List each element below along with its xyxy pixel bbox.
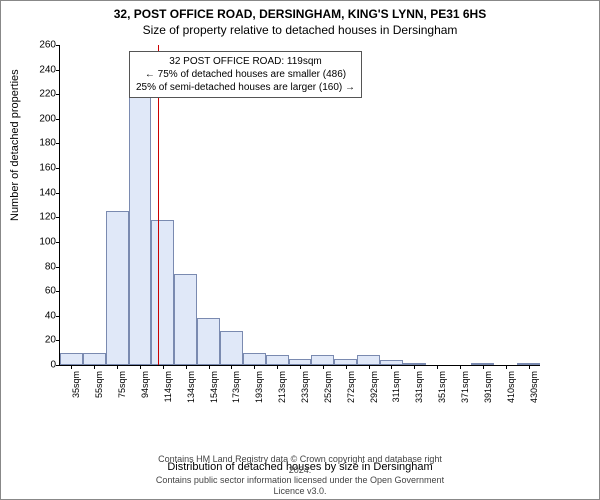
xtick-label: 114sqm: [163, 371, 173, 411]
annotation-box: 32 POST OFFICE ROAD: 119sqm ← 75% of det…: [129, 51, 362, 98]
xtick-mark: [369, 365, 370, 369]
ytick-mark: [56, 291, 60, 292]
ytick-label: 120: [32, 212, 56, 223]
ytick-label: 200: [32, 113, 56, 124]
xtick-label: 252sqm: [323, 371, 333, 411]
histogram-bar: [266, 355, 289, 365]
title-main: 32, POST OFFICE ROAD, DERSINGHAM, KING'S…: [1, 1, 599, 21]
ytick-label: 140: [32, 187, 56, 198]
xtick-label: 94sqm: [140, 371, 150, 411]
histogram-bar: [311, 355, 334, 365]
xtick-mark: [254, 365, 255, 369]
xtick-mark: [506, 365, 507, 369]
annotation-line3: 25% of semi-detached houses are larger (…: [136, 81, 355, 94]
credits: Contains HM Land Registry data © Crown c…: [151, 454, 450, 497]
histogram-bar: [357, 355, 380, 365]
annotation-line2: ← 75% of detached houses are smaller (48…: [136, 68, 355, 81]
ytick-mark: [56, 267, 60, 268]
histogram-bar: [106, 211, 129, 365]
xtick-mark: [163, 365, 164, 369]
chart-container: 32, POST OFFICE ROAD, DERSINGHAM, KING'S…: [0, 0, 600, 500]
ytick-label: 20: [32, 335, 56, 346]
xtick-mark: [300, 365, 301, 369]
histogram-bar: [197, 318, 220, 365]
ytick-mark: [56, 119, 60, 120]
xtick-label: 75sqm: [117, 371, 127, 411]
y-axis-label: Number of detached properties: [9, 69, 21, 221]
ytick-label: 160: [32, 163, 56, 174]
xtick-label: 154sqm: [209, 371, 219, 411]
histogram-bar: [220, 331, 243, 365]
histogram-bar: [60, 353, 83, 365]
xtick-mark: [186, 365, 187, 369]
ytick-label: 240: [32, 64, 56, 75]
xtick-mark: [140, 365, 141, 369]
xtick-label: 173sqm: [231, 371, 241, 411]
xtick-mark: [209, 365, 210, 369]
annotation-line1: 32 POST OFFICE ROAD: 119sqm: [136, 55, 355, 68]
ytick-label: 100: [32, 236, 56, 247]
histogram-bar: [174, 274, 197, 365]
histogram-bar: [129, 92, 152, 365]
xtick-mark: [71, 365, 72, 369]
histogram-bar: [243, 353, 266, 365]
ytick-mark: [56, 365, 60, 366]
xtick-label: 391sqm: [483, 371, 493, 411]
ytick-mark: [56, 242, 60, 243]
xtick-label: 311sqm: [391, 371, 401, 411]
ytick-mark: [56, 45, 60, 46]
xtick-mark: [277, 365, 278, 369]
ytick-mark: [56, 143, 60, 144]
ytick-label: 220: [32, 89, 56, 100]
xtick-mark: [529, 365, 530, 369]
xtick-mark: [391, 365, 392, 369]
chart-area: 02040608010012014016018020022024026035sq…: [59, 45, 579, 413]
ytick-mark: [56, 193, 60, 194]
histogram-bar: [83, 353, 106, 365]
xtick-label: 292sqm: [369, 371, 379, 411]
xtick-label: 371sqm: [460, 371, 470, 411]
ytick-label: 40: [32, 310, 56, 321]
ytick-label: 60: [32, 286, 56, 297]
xtick-mark: [323, 365, 324, 369]
ytick-mark: [56, 94, 60, 95]
xtick-label: 55sqm: [94, 371, 104, 411]
credits-line1: Contains HM Land Registry data © Crown c…: [151, 454, 450, 476]
ytick-mark: [56, 70, 60, 71]
ytick-label: 0: [32, 360, 56, 371]
ytick-mark: [56, 168, 60, 169]
xtick-mark: [117, 365, 118, 369]
xtick-label: 233sqm: [300, 371, 310, 411]
xtick-mark: [437, 365, 438, 369]
ytick-label: 80: [32, 261, 56, 272]
xtick-mark: [94, 365, 95, 369]
xtick-mark: [414, 365, 415, 369]
title-sub: Size of property relative to detached ho…: [1, 21, 599, 37]
xtick-label: 430sqm: [529, 371, 539, 411]
xtick-label: 35sqm: [71, 371, 81, 411]
xtick-label: 193sqm: [254, 371, 264, 411]
ytick-mark: [56, 217, 60, 218]
xtick-mark: [346, 365, 347, 369]
histogram-bar: [151, 220, 174, 365]
ytick-mark: [56, 340, 60, 341]
credits-line2: Contains public sector information licen…: [151, 475, 450, 497]
xtick-mark: [231, 365, 232, 369]
xtick-mark: [483, 365, 484, 369]
xtick-label: 331sqm: [414, 371, 424, 411]
xtick-label: 134sqm: [186, 371, 196, 411]
xtick-label: 213sqm: [277, 371, 287, 411]
xtick-label: 410sqm: [506, 371, 516, 411]
xtick-label: 272sqm: [346, 371, 356, 411]
ytick-mark: [56, 316, 60, 317]
ytick-label: 260: [32, 40, 56, 51]
xtick-mark: [460, 365, 461, 369]
ytick-label: 180: [32, 138, 56, 149]
xtick-label: 351sqm: [437, 371, 447, 411]
